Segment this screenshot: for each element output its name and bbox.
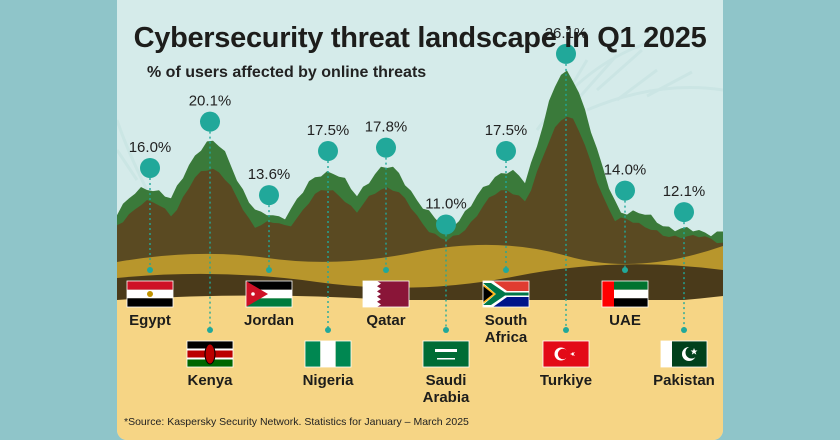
value-label: 16.0% [129,139,172,156]
country-label: UAE [609,312,641,329]
pin-anchor-dot [443,327,449,333]
value-label: 20.1% [189,93,232,110]
country-label: Saudi Arabia [423,372,470,406]
data-point [318,141,338,162]
data-pin-turkiye [556,43,576,333]
pin-anchor-dot [563,327,569,333]
uae-flag [601,280,649,308]
country-label: Egypt [129,312,171,329]
infographic-card: 16.0% 20.1% 13.6% 17.5% 17.8% 11.0% 17.5% 26.1%… [117,0,723,440]
chart-scene: 16.0% 20.1% 13.6% 17.5% 17.8% 11.0% 17.5% 26.1%… [117,25,723,440]
data-pin-saudi-arabia [436,214,456,333]
data-point [615,180,635,201]
kenya-flag [186,340,234,368]
value-label: 12.1% [663,183,706,200]
saudi-arabia-flag [422,340,470,368]
country-label: Turkiye [540,372,592,389]
jordan-flag [245,280,293,308]
data-pin-nigeria [318,141,338,333]
pin-anchor-dot [622,267,628,273]
pin-anchor-dot [503,267,509,273]
data-point [259,185,279,206]
pin-anchor-dot [266,267,272,273]
country-label: Pakistan [653,372,715,389]
pin-anchor-dot [207,327,213,333]
value-label: 17.5% [485,122,528,139]
pakistan-flag [660,340,708,368]
egypt-flag [126,280,174,308]
data-point [436,214,456,235]
qatar-flag [362,280,410,308]
chart-title: Cybersecurity threat landscape in Q1 202… [133,22,707,54]
pin-anchor-dot [383,267,389,273]
data-pin-uae [615,180,635,273]
data-pin-egypt [140,158,160,273]
south-africa-flag [482,280,530,308]
data-point [556,43,576,64]
chart-subtitle: % of users affected by online threats [147,64,427,81]
data-pin-south-africa [496,141,516,273]
pin-anchor-dot [147,267,153,273]
value-label: 17.8% [365,119,408,136]
value-label: 17.5% [307,122,350,139]
country-label: South Africa [485,312,528,346]
country-label: Qatar [366,312,405,329]
data-pin-kenya [200,111,220,333]
nigeria-flag [304,340,352,368]
data-point [674,202,694,223]
pin-anchor-dot [325,327,331,333]
data-point [496,141,516,162]
data-point [376,137,396,158]
dark-mountain-ridge [117,116,723,300]
value-label: 14.0% [604,162,647,179]
country-label: Jordan [244,312,294,329]
data-point [140,158,160,178]
source-note: *Source: Kaspersky Security Network. Sta… [124,416,469,428]
value-label: 11.0% [425,196,466,213]
value-label: 13.6% [248,166,291,183]
data-pin-pakistan [674,202,694,333]
data-pin-qatar [376,137,396,273]
country-label: Nigeria [303,372,355,389]
turkiye-flag [542,340,590,368]
data-pin-jordan [259,185,279,273]
country-label: Kenya [187,372,233,389]
pin-anchor-dot [681,327,687,333]
data-point [200,111,220,132]
value-label: 26.1% [545,25,588,42]
